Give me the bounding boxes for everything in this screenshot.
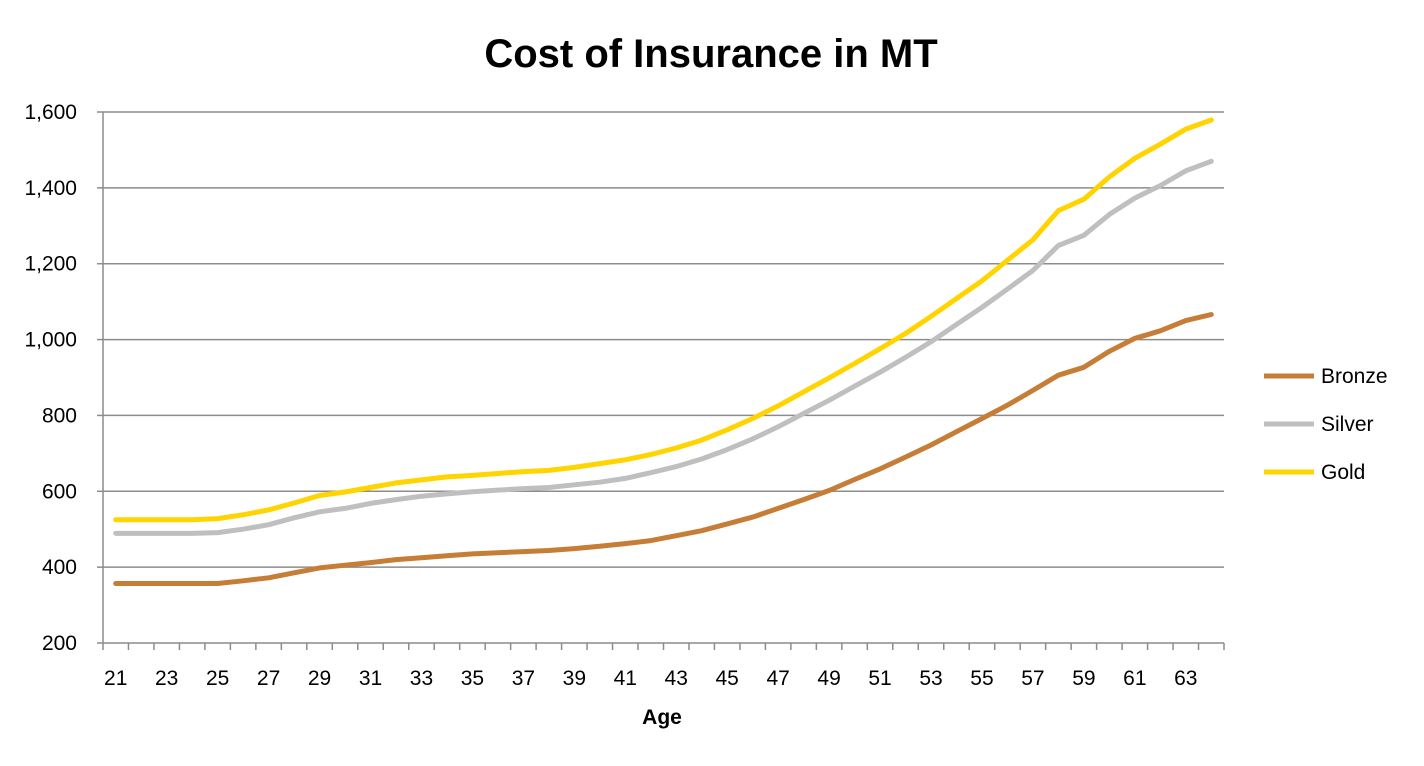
x-tick-label: 49 [817,667,840,690]
x-tick-label: 63 [1174,667,1197,690]
x-tick-label: 55 [970,667,993,690]
x-tick-label: 33 [410,667,433,690]
x-tick-label: 35 [461,667,484,690]
series-line-silver [113,158,1214,536]
y-tick-label: 1,200 [24,253,77,276]
x-tick-label: 39 [563,667,586,690]
chart-title: Cost of Insurance in MT [484,32,937,76]
x-axis-label: Age [642,706,682,729]
x-tick-label: 31 [359,667,382,690]
series-line-bronze [113,312,1214,586]
x-tick-label: 59 [1072,667,1095,690]
x-tick-label: 47 [766,667,789,690]
legend-label-gold: Gold [1321,461,1365,484]
series-line-gold [113,117,1214,523]
x-tick-label: 37 [512,667,535,690]
y-tick-label: 1,600 [24,101,77,124]
x-tick-label: 61 [1123,667,1146,690]
x-tick-label: 41 [614,667,637,690]
y-tick-label: 200 [42,632,77,655]
y-tick-label: 1,400 [24,177,77,200]
gridlines [103,111,1224,568]
x-tick-label: 57 [1021,667,1044,690]
x-tick-label: 23 [155,667,178,690]
legend: Bronze Silver Gold [1264,365,1388,484]
y-axis: 200 400 600 800 1,000 1,200 1,400 1,600 [24,101,104,655]
x-tick-label: 45 [716,667,739,690]
x-tick-label: 25 [206,667,229,690]
y-tick-label: 400 [42,556,77,579]
x-axis: 21 23 25 27 29 31 33 35 37 39 41 43 45 47 49 51 53 55 57 59… [102,642,1225,690]
y-tick-label: 600 [42,480,77,503]
y-tick-label: 1,000 [24,329,77,352]
legend-label-silver: Silver [1321,413,1374,436]
x-tick-label: 21 [104,667,127,690]
plot-series [113,117,1214,586]
x-tick-label: 27 [257,667,280,690]
legend-label-bronze: Bronze [1321,365,1388,388]
x-tick-label: 51 [868,667,891,690]
y-tick-label: 800 [42,404,77,427]
x-tick-label: 53 [919,667,942,690]
x-tick-label: 29 [308,667,331,690]
x-tick-label: 43 [665,667,688,690]
